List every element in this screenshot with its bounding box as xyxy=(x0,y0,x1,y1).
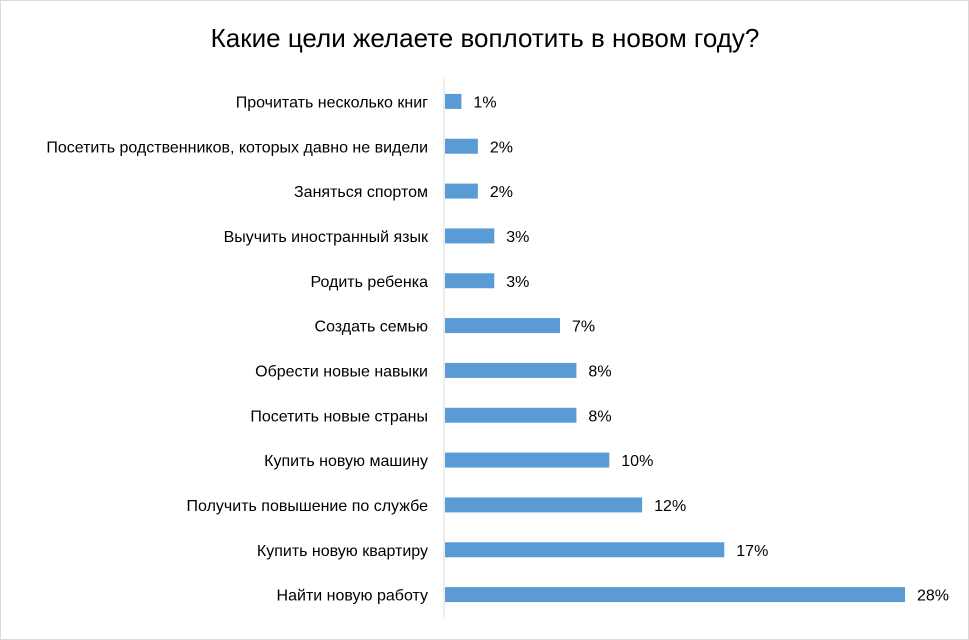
data-label: 3% xyxy=(506,274,529,291)
bar xyxy=(445,452,610,468)
data-label: 3% xyxy=(506,229,529,246)
bar xyxy=(445,93,462,109)
data-label: 28% xyxy=(917,588,949,605)
bar xyxy=(445,183,478,199)
bar xyxy=(445,362,577,378)
category-label: Создать семью xyxy=(315,319,428,336)
data-label: 17% xyxy=(736,543,768,560)
bar xyxy=(445,138,478,154)
category-label: Купить новую машину xyxy=(264,453,428,470)
category-label: Получить повышение по службе xyxy=(187,498,429,515)
bar xyxy=(445,407,577,423)
bar xyxy=(445,587,905,603)
bar xyxy=(445,542,725,558)
category-label: Купить новую квартиру xyxy=(257,543,428,560)
bar xyxy=(445,273,495,289)
category-label: Посетить новые страны xyxy=(250,408,428,425)
bar xyxy=(445,318,560,334)
data-label: 10% xyxy=(621,453,653,470)
category-label: Обрести новые навыки xyxy=(255,363,428,380)
data-label: 8% xyxy=(588,408,611,425)
category-label: Родить ребенка xyxy=(311,274,429,291)
category-label: Найти новую работу xyxy=(277,588,428,605)
data-label: 2% xyxy=(490,139,513,156)
bar xyxy=(445,497,643,513)
data-label: 8% xyxy=(588,363,611,380)
data-label: 7% xyxy=(572,319,595,336)
chart-title: Какие цели желаете воплотить в новом год… xyxy=(211,23,760,53)
data-label: 2% xyxy=(490,184,513,201)
bar xyxy=(445,228,495,244)
data-label: 1% xyxy=(473,94,496,111)
category-label: Посетить родственников, которых давно не… xyxy=(46,139,428,156)
category-label: Прочитать несколько книг xyxy=(236,94,428,111)
bars-group: Прочитать несколько книг 1% Посетить родст… xyxy=(46,93,949,605)
category-label: Выучить иностранный язык xyxy=(224,229,429,246)
data-label: 12% xyxy=(654,498,686,515)
category-label: Заняться спортом xyxy=(294,184,428,201)
